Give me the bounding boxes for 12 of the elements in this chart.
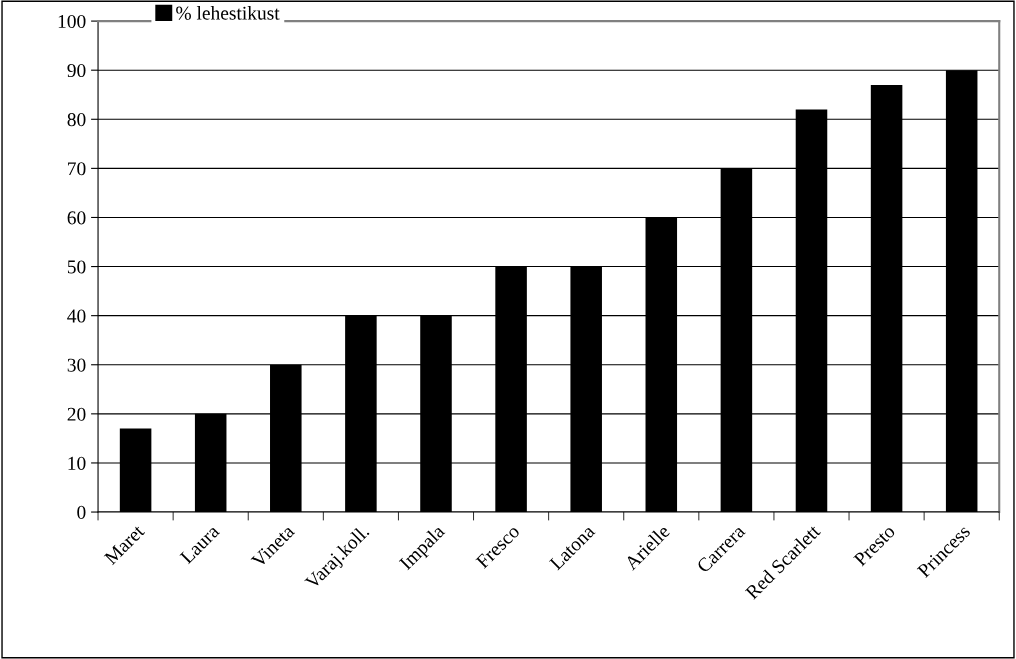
y-tick-label: 20 [67,407,86,421]
y-tick-label: 0 [77,505,86,519]
y-tick-label: 80 [67,113,86,127]
y-tick-label: 70 [68,162,86,176]
y-tick-label: 40 [67,309,86,323]
y-tick-label: 50 [67,260,86,274]
y-tick-label: 10 [68,456,86,470]
y-tick-label: 60 [67,211,86,225]
y-tick-label: 90 [67,64,86,78]
y-tick-label: 100 [58,14,86,29]
legend-label: % lehestikust [176,6,280,20]
y-tick-label: 30 [67,358,86,372]
